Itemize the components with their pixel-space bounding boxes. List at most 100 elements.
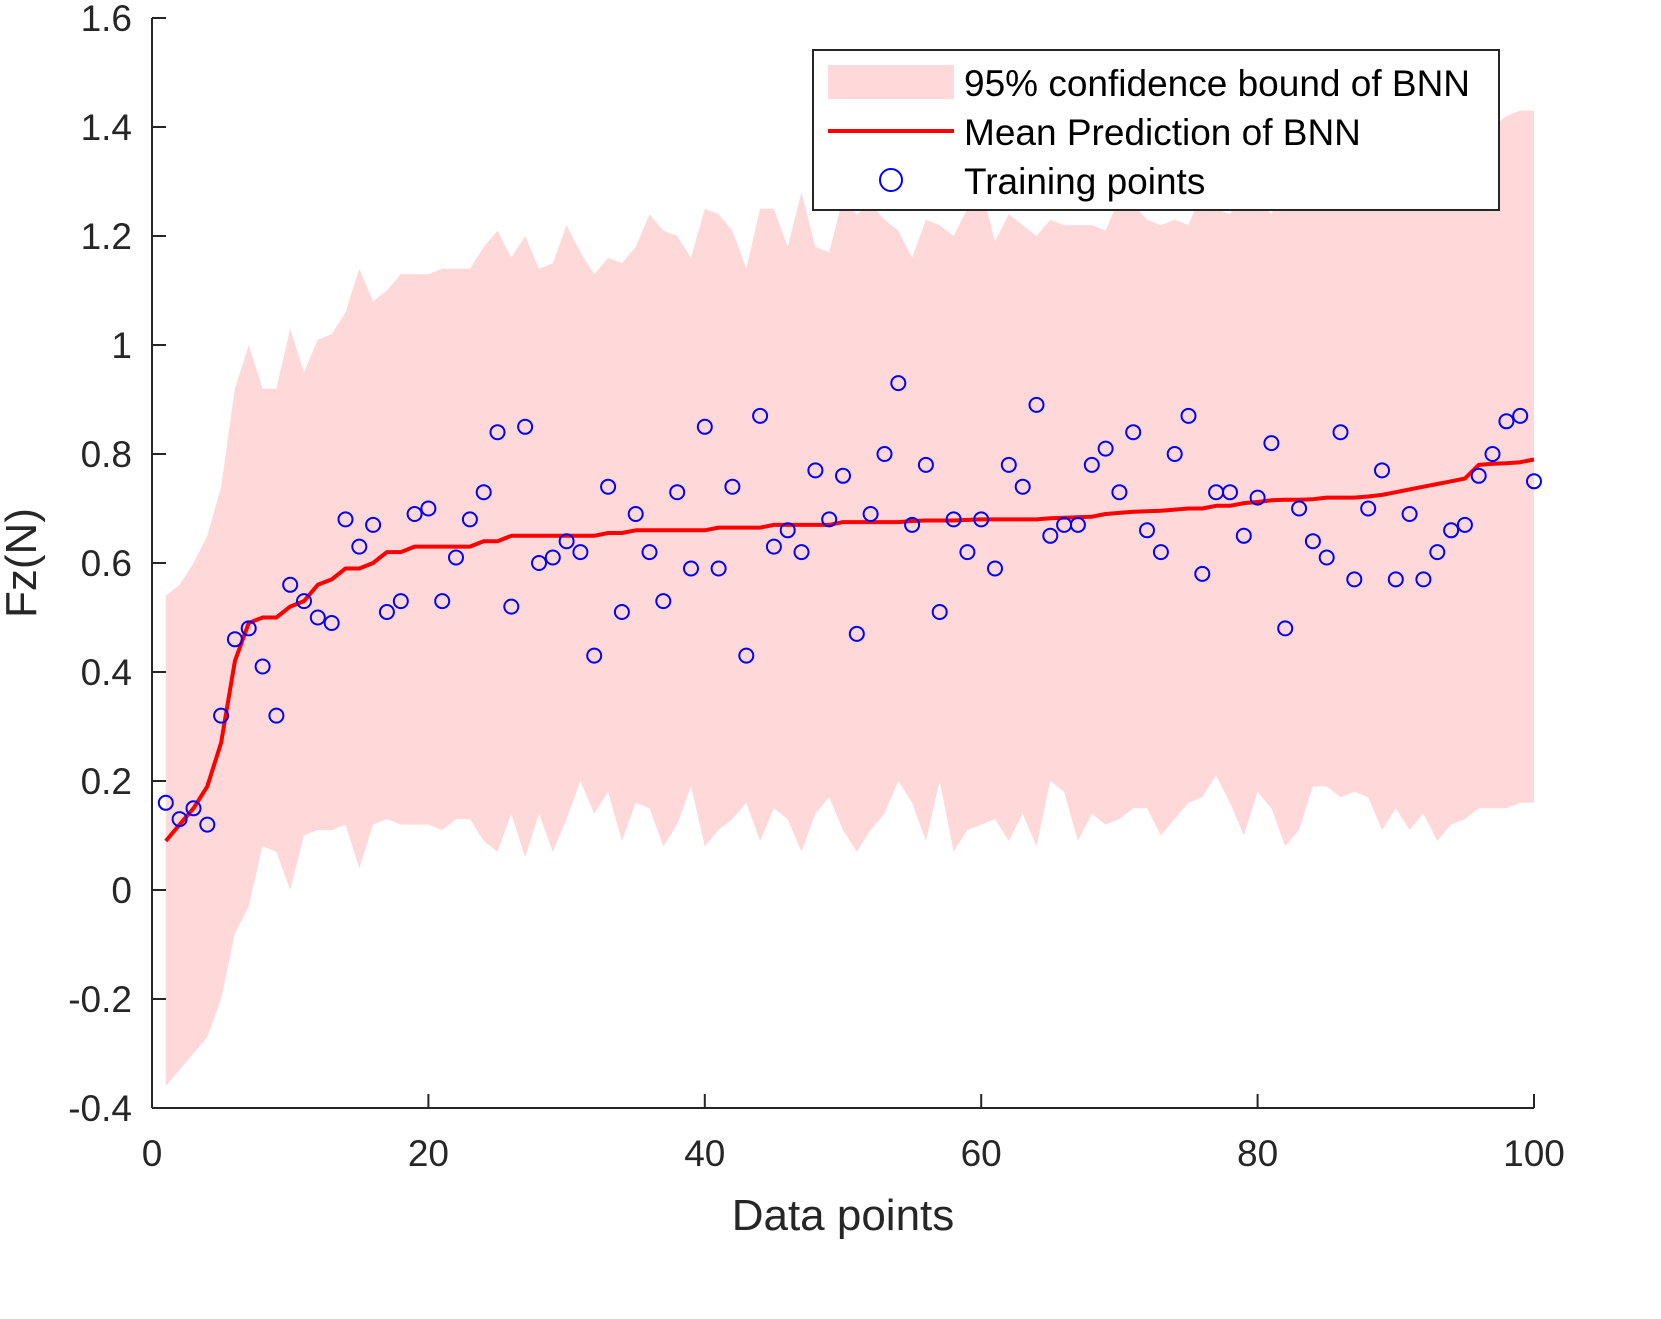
training-point — [724, 478, 741, 495]
y-tick-label: 1 — [111, 325, 132, 366]
training-point — [752, 407, 769, 424]
training-point — [461, 511, 478, 528]
legend-band-swatch — [828, 65, 954, 99]
legend-label-mean: Mean Prediction of BNN — [964, 112, 1361, 153]
training-point — [254, 658, 271, 675]
training-point — [1484, 446, 1501, 462]
training-point — [1498, 413, 1515, 430]
training-point — [572, 544, 589, 561]
training-point — [544, 549, 561, 566]
training-point — [904, 516, 921, 533]
y-tick-label: 1.2 — [81, 216, 132, 257]
training-point — [337, 511, 354, 528]
training-point — [1042, 527, 1059, 544]
x-tick-label: 20 — [408, 1133, 449, 1174]
y-tick-label: 0.6 — [81, 543, 132, 584]
training-point — [917, 456, 934, 473]
legend-label-band: 95% confidence bound of BNN — [964, 63, 1470, 104]
training-point — [531, 555, 547, 571]
x-tick-label: 40 — [684, 1133, 725, 1174]
training-point — [890, 375, 907, 392]
confidence-band — [165, 110, 1534, 1087]
training-point — [1332, 424, 1349, 441]
training-point — [696, 418, 713, 435]
training-point — [157, 794, 174, 811]
training-point — [641, 544, 658, 561]
training-point — [365, 516, 382, 533]
training-point — [1000, 456, 1017, 473]
training-point — [213, 707, 230, 724]
training-point — [1456, 516, 1473, 533]
training-point — [586, 647, 603, 664]
training-point — [1028, 396, 1045, 413]
training-point — [226, 631, 243, 648]
y-tick-label: 1.6 — [81, 0, 132, 39]
training-point — [1222, 484, 1238, 501]
training-point — [406, 506, 423, 522]
training-point — [848, 625, 865, 642]
training-point — [1360, 500, 1377, 517]
y-ticks: -0.4 -0.2 0 0.2 0.4 0.6 0.8 1 1.2 1.4 1.6 — [68, 0, 166, 1129]
training-point — [862, 506, 879, 522]
x-tick-label: 60 — [961, 1133, 1002, 1174]
training-point — [503, 598, 520, 615]
training-point — [1387, 571, 1404, 588]
training-point — [793, 544, 810, 561]
training-point — [669, 484, 686, 501]
training-point — [282, 576, 299, 593]
training-point — [807, 462, 824, 479]
training-point — [171, 811, 188, 828]
training-point — [1443, 522, 1460, 539]
training-point — [613, 604, 630, 620]
training-point — [1139, 522, 1155, 539]
training-point — [835, 467, 851, 484]
training-point — [1526, 473, 1542, 490]
training-point — [1291, 500, 1308, 517]
training-point — [931, 604, 948, 620]
training-point — [185, 800, 202, 817]
y-tick-label: 0.2 — [81, 761, 132, 802]
training-point — [323, 615, 340, 631]
training-point — [1249, 489, 1266, 506]
y-tick-label: 0.4 — [81, 652, 132, 693]
training-point — [1180, 407, 1197, 424]
x-tick-label: 100 — [1503, 1133, 1565, 1174]
training-point — [378, 604, 395, 620]
legend-marker-swatch — [879, 168, 903, 192]
training-point — [1277, 620, 1294, 637]
mean-prediction-line — [164, 457, 1535, 843]
x-axis-label: Data points — [732, 1191, 955, 1240]
training-point — [296, 593, 312, 610]
training-point — [959, 544, 976, 561]
training-point — [821, 511, 838, 528]
training-point — [434, 593, 451, 610]
training-point — [1470, 467, 1487, 484]
training-point — [1401, 506, 1418, 522]
training-point — [738, 647, 755, 664]
training-point — [945, 511, 962, 528]
training-point — [779, 522, 796, 539]
x-tick-label: 80 — [1237, 1133, 1278, 1174]
training-point — [1512, 407, 1529, 424]
y-tick-label: 1.4 — [81, 107, 132, 148]
training-point — [1304, 533, 1321, 550]
training-point — [1429, 544, 1446, 561]
training-point — [1125, 424, 1142, 441]
training-point — [351, 538, 368, 555]
training-point — [475, 484, 492, 501]
legend-label-points: Training points — [964, 161, 1205, 202]
training-point — [558, 533, 575, 550]
training-point — [1346, 571, 1363, 588]
training-point — [1235, 527, 1252, 544]
training-point — [268, 707, 285, 724]
legend: 95% confidence bound of BNN Mean Predict… — [812, 49, 1500, 211]
training-point — [765, 538, 782, 555]
training-point — [1263, 435, 1280, 452]
training-point — [876, 446, 893, 462]
training-point — [1111, 484, 1128, 501]
training-point — [710, 560, 727, 577]
y-axis-label: Fz(N) — [0, 508, 46, 618]
y-tick-label: -0.2 — [68, 979, 132, 1020]
training-point — [655, 593, 672, 610]
training-point — [1194, 565, 1211, 582]
